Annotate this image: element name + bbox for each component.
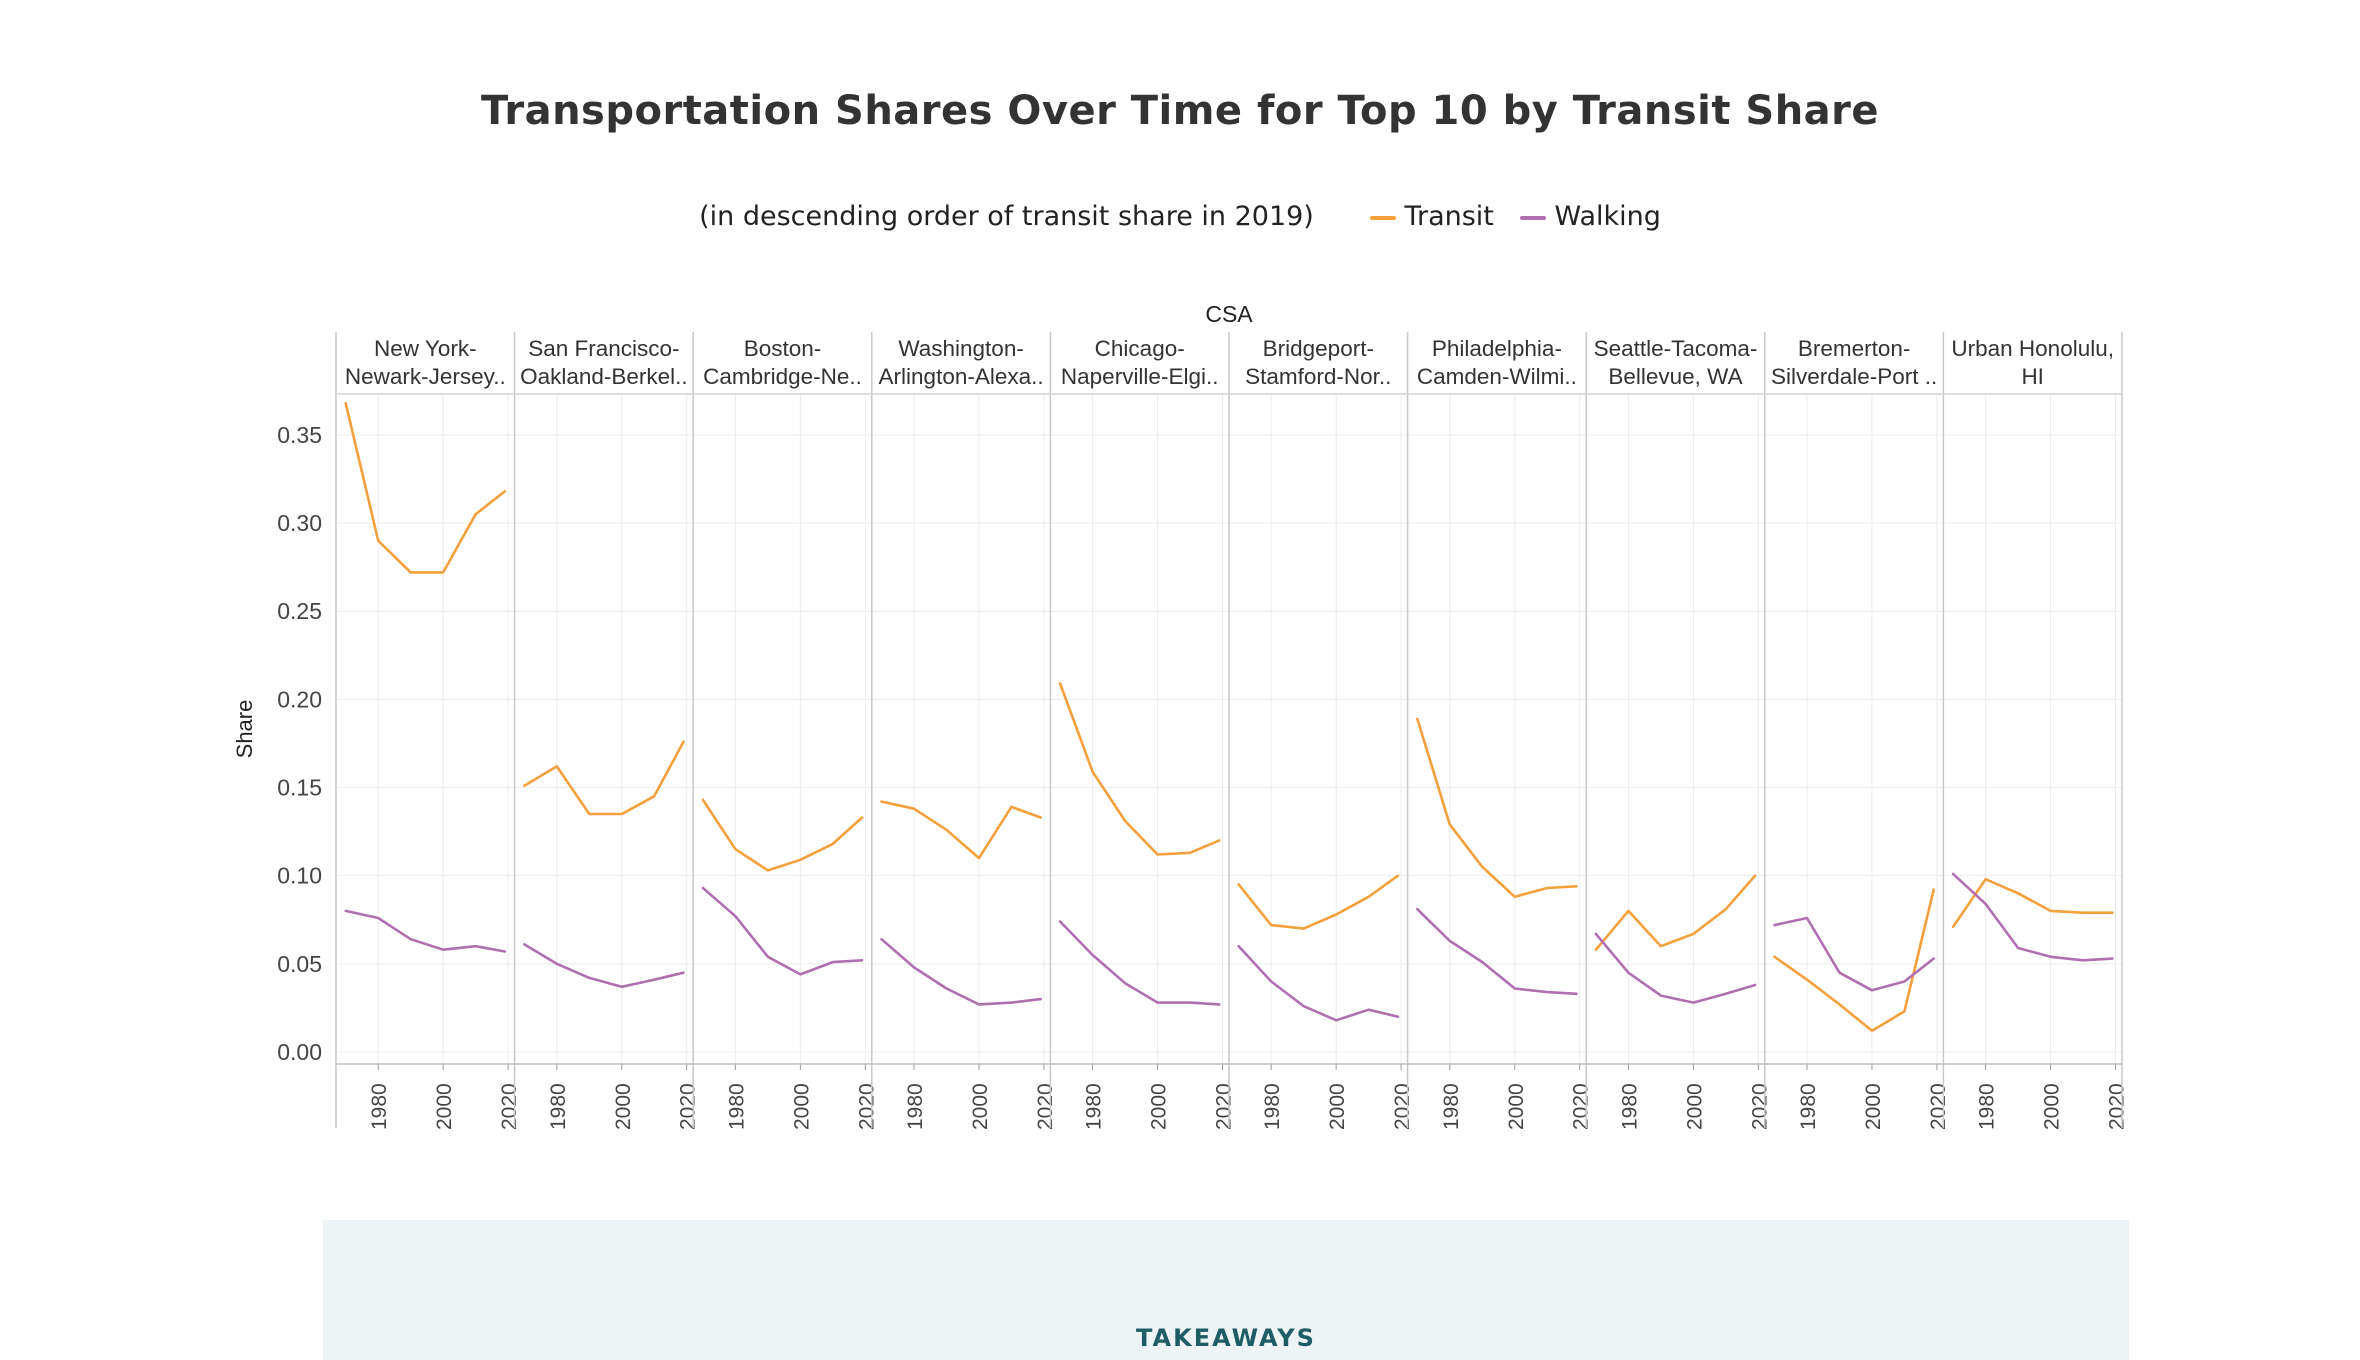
x-tick-label: 2000 [2041, 1083, 2064, 1130]
x-tick-label: 2020 [1213, 1083, 1236, 1130]
y-axis-title: Share [232, 700, 257, 759]
y-tick-label: 0.20 [277, 686, 322, 712]
x-tick-label: 1980 [1083, 1083, 1106, 1130]
x-tick-label: 2000 [1326, 1083, 1349, 1130]
x-tick-label: 2020 [1748, 1083, 1771, 1130]
x-tick-label: 2020 [677, 1083, 700, 1130]
panel-header-label: Naperville-Elgi.. [1061, 364, 1219, 389]
y-tick-label: 0.35 [277, 422, 322, 448]
x-tick-label: 1980 [1618, 1083, 1641, 1130]
legend-label-transit: Transit [1404, 201, 1494, 232]
series-line-transit [344, 401, 507, 574]
y-tick-label: 0.10 [277, 863, 322, 889]
chart-title: Transportation Shares Over Time for Top … [480, 88, 1880, 134]
legend-item-walking: Walking [1520, 201, 1661, 232]
x-tick-label: 2000 [1505, 1083, 1528, 1130]
series-line-transit [1058, 682, 1221, 856]
x-tick-label: 2000 [1862, 1083, 1885, 1130]
x-tick-label: 1980 [547, 1083, 570, 1130]
panel-header-label: Arlington-Alexa.. [879, 364, 1044, 389]
panel-header-label: Urban Honolulu, [1951, 336, 2114, 361]
x-tick-label: 2000 [1683, 1083, 1706, 1130]
walking-swatch [1520, 215, 1547, 220]
series-line-walking [1058, 920, 1221, 1006]
takeaways-section: TAKEAWAYS [323, 1220, 2129, 1360]
legend-label-walking: Walking [1554, 201, 1661, 232]
panel-header-label: Washington- [898, 336, 1023, 361]
x-tick-label: 1980 [904, 1083, 927, 1130]
legend-row: (in descending order of transit share in… [0, 200, 2360, 232]
y-tick-label: 0.00 [277, 1039, 322, 1065]
x-tick-label: 2020 [498, 1083, 521, 1130]
panel-header-label: Philadelphia- [1432, 336, 1562, 361]
panel-header-label: Boston- [744, 336, 822, 361]
faceted-line-chart: CSA Share 0.00 0.05 0.10 0.15 0.20 0.25 0.30 0.35… [232, 301, 2129, 1130]
panel-header-label: Bridgeport- [1263, 336, 1374, 361]
x-tick-label: 1980 [725, 1083, 748, 1130]
series-line-walking [1237, 944, 1400, 1022]
series-line-walking [701, 886, 864, 976]
x-tick-label: 2000 [790, 1083, 813, 1130]
x-tick-label: 1980 [1976, 1083, 1999, 1130]
x-tick-label: 2000 [612, 1083, 635, 1130]
facet-axis-label: CSA [1205, 301, 1253, 327]
x-tick-label: 2020 [1570, 1083, 1593, 1130]
panel-header-label: Cambridge-Ne.. [703, 364, 862, 389]
panel-header-label: Seattle-Tacoma- [1594, 336, 1758, 361]
panel-header-label: Stamford-Nor.. [1245, 364, 1391, 389]
x-tick-label: 2020 [855, 1083, 878, 1130]
series-line-transit [1951, 877, 2114, 929]
x-tick-label: 1980 [1440, 1083, 1463, 1130]
series-line-walking [1773, 916, 1935, 992]
series-line-transit [1773, 888, 1935, 1033]
series-line-transit [880, 800, 1042, 860]
y-tick-label: 0.15 [277, 775, 322, 801]
panel-header-label: Newark-Jersey.. [345, 364, 506, 389]
x-tick-label: 2000 [433, 1083, 456, 1130]
panel-header-label: HI [2021, 364, 2044, 389]
panel-header-label: Oakland-Berkel.. [520, 364, 688, 389]
series-line-transit [1237, 874, 1400, 930]
x-tick-label: 2020 [1391, 1083, 1414, 1130]
transit-swatch [1370, 215, 1397, 220]
series-line-walking [522, 943, 685, 989]
x-tick-label: 1980 [368, 1083, 391, 1130]
x-tick-label: 2020 [1927, 1083, 1950, 1130]
panel-header-label: Bellevue, WA [1608, 364, 1742, 389]
panel-header-label: San Francisco- [528, 336, 679, 361]
y-tick-label: 0.25 [277, 598, 322, 624]
series-line-walking [1951, 872, 2114, 962]
series-line-transit [1594, 874, 1757, 952]
x-tick-label: 1980 [1261, 1083, 1284, 1130]
x-tick-label: 2020 [2106, 1083, 2129, 1130]
series-line-walking [880, 937, 1042, 1006]
y-tick-label: 0.05 [277, 951, 322, 977]
takeaways-heading: TAKEAWAYS [1136, 1324, 1316, 1352]
panel-header-label: Bremerton- [1798, 336, 1911, 361]
panel-header-label: New York- [374, 336, 477, 361]
x-tick-label: 1980 [1797, 1083, 1820, 1130]
series-line-walking [344, 909, 507, 953]
series-line-transit [522, 740, 685, 816]
legend-item-transit: Transit [1370, 201, 1494, 232]
panel-header-label: Camden-Wilmi.. [1417, 364, 1577, 389]
series-line-walking [1416, 907, 1578, 996]
x-tick-label: 2020 [1034, 1083, 1057, 1130]
x-tick-label: 2000 [969, 1083, 992, 1130]
chart-subtitle: (in descending order of transit share in… [699, 201, 1314, 232]
series-line-walking [1594, 932, 1757, 1004]
y-tick-label: 0.30 [277, 510, 322, 536]
panel-header-label: Silverdale-Port .. [1771, 364, 1937, 389]
x-tick-label: 2000 [1148, 1083, 1171, 1130]
series-line-transit [1416, 717, 1578, 899]
panel-header-label: Chicago- [1095, 336, 1185, 361]
series-line-transit [701, 798, 864, 872]
